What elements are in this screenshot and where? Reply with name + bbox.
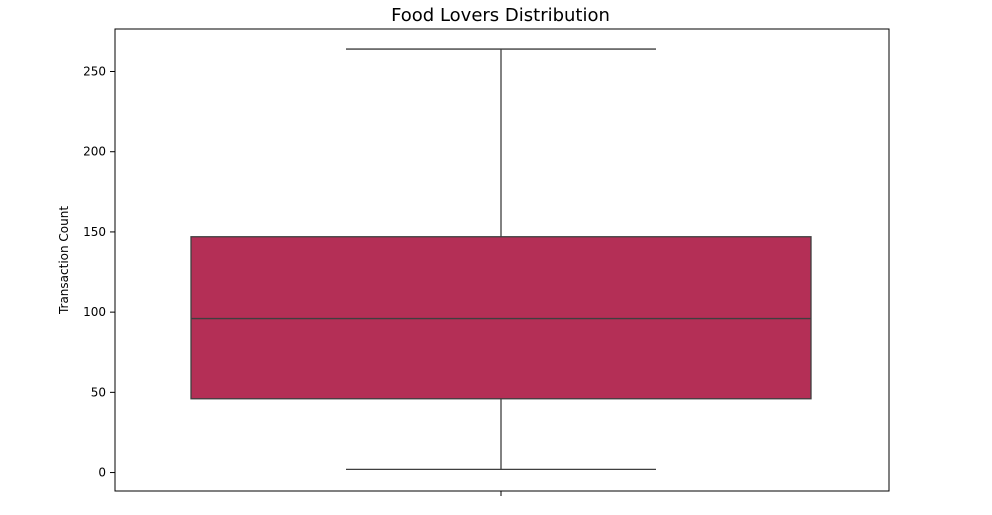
y-tick-label: 200 bbox=[83, 145, 106, 159]
y-tick-label: 0 bbox=[98, 466, 106, 480]
y-axis-ticks: 0 50 100 150 200 250 bbox=[83, 65, 115, 480]
plot-area-frame bbox=[114, 28, 890, 492]
chart-title: Food Lovers Distribution bbox=[391, 5, 610, 26]
box-plot-series bbox=[190, 48, 812, 470]
y-tick-label: 50 bbox=[91, 385, 106, 399]
y-tick-label: 100 bbox=[83, 305, 106, 319]
interquartile-box bbox=[190, 236, 812, 400]
y-tick-label: 150 bbox=[83, 225, 106, 239]
y-axis-label: Transaction Count bbox=[57, 206, 71, 315]
y-tick-label: 250 bbox=[83, 65, 106, 79]
